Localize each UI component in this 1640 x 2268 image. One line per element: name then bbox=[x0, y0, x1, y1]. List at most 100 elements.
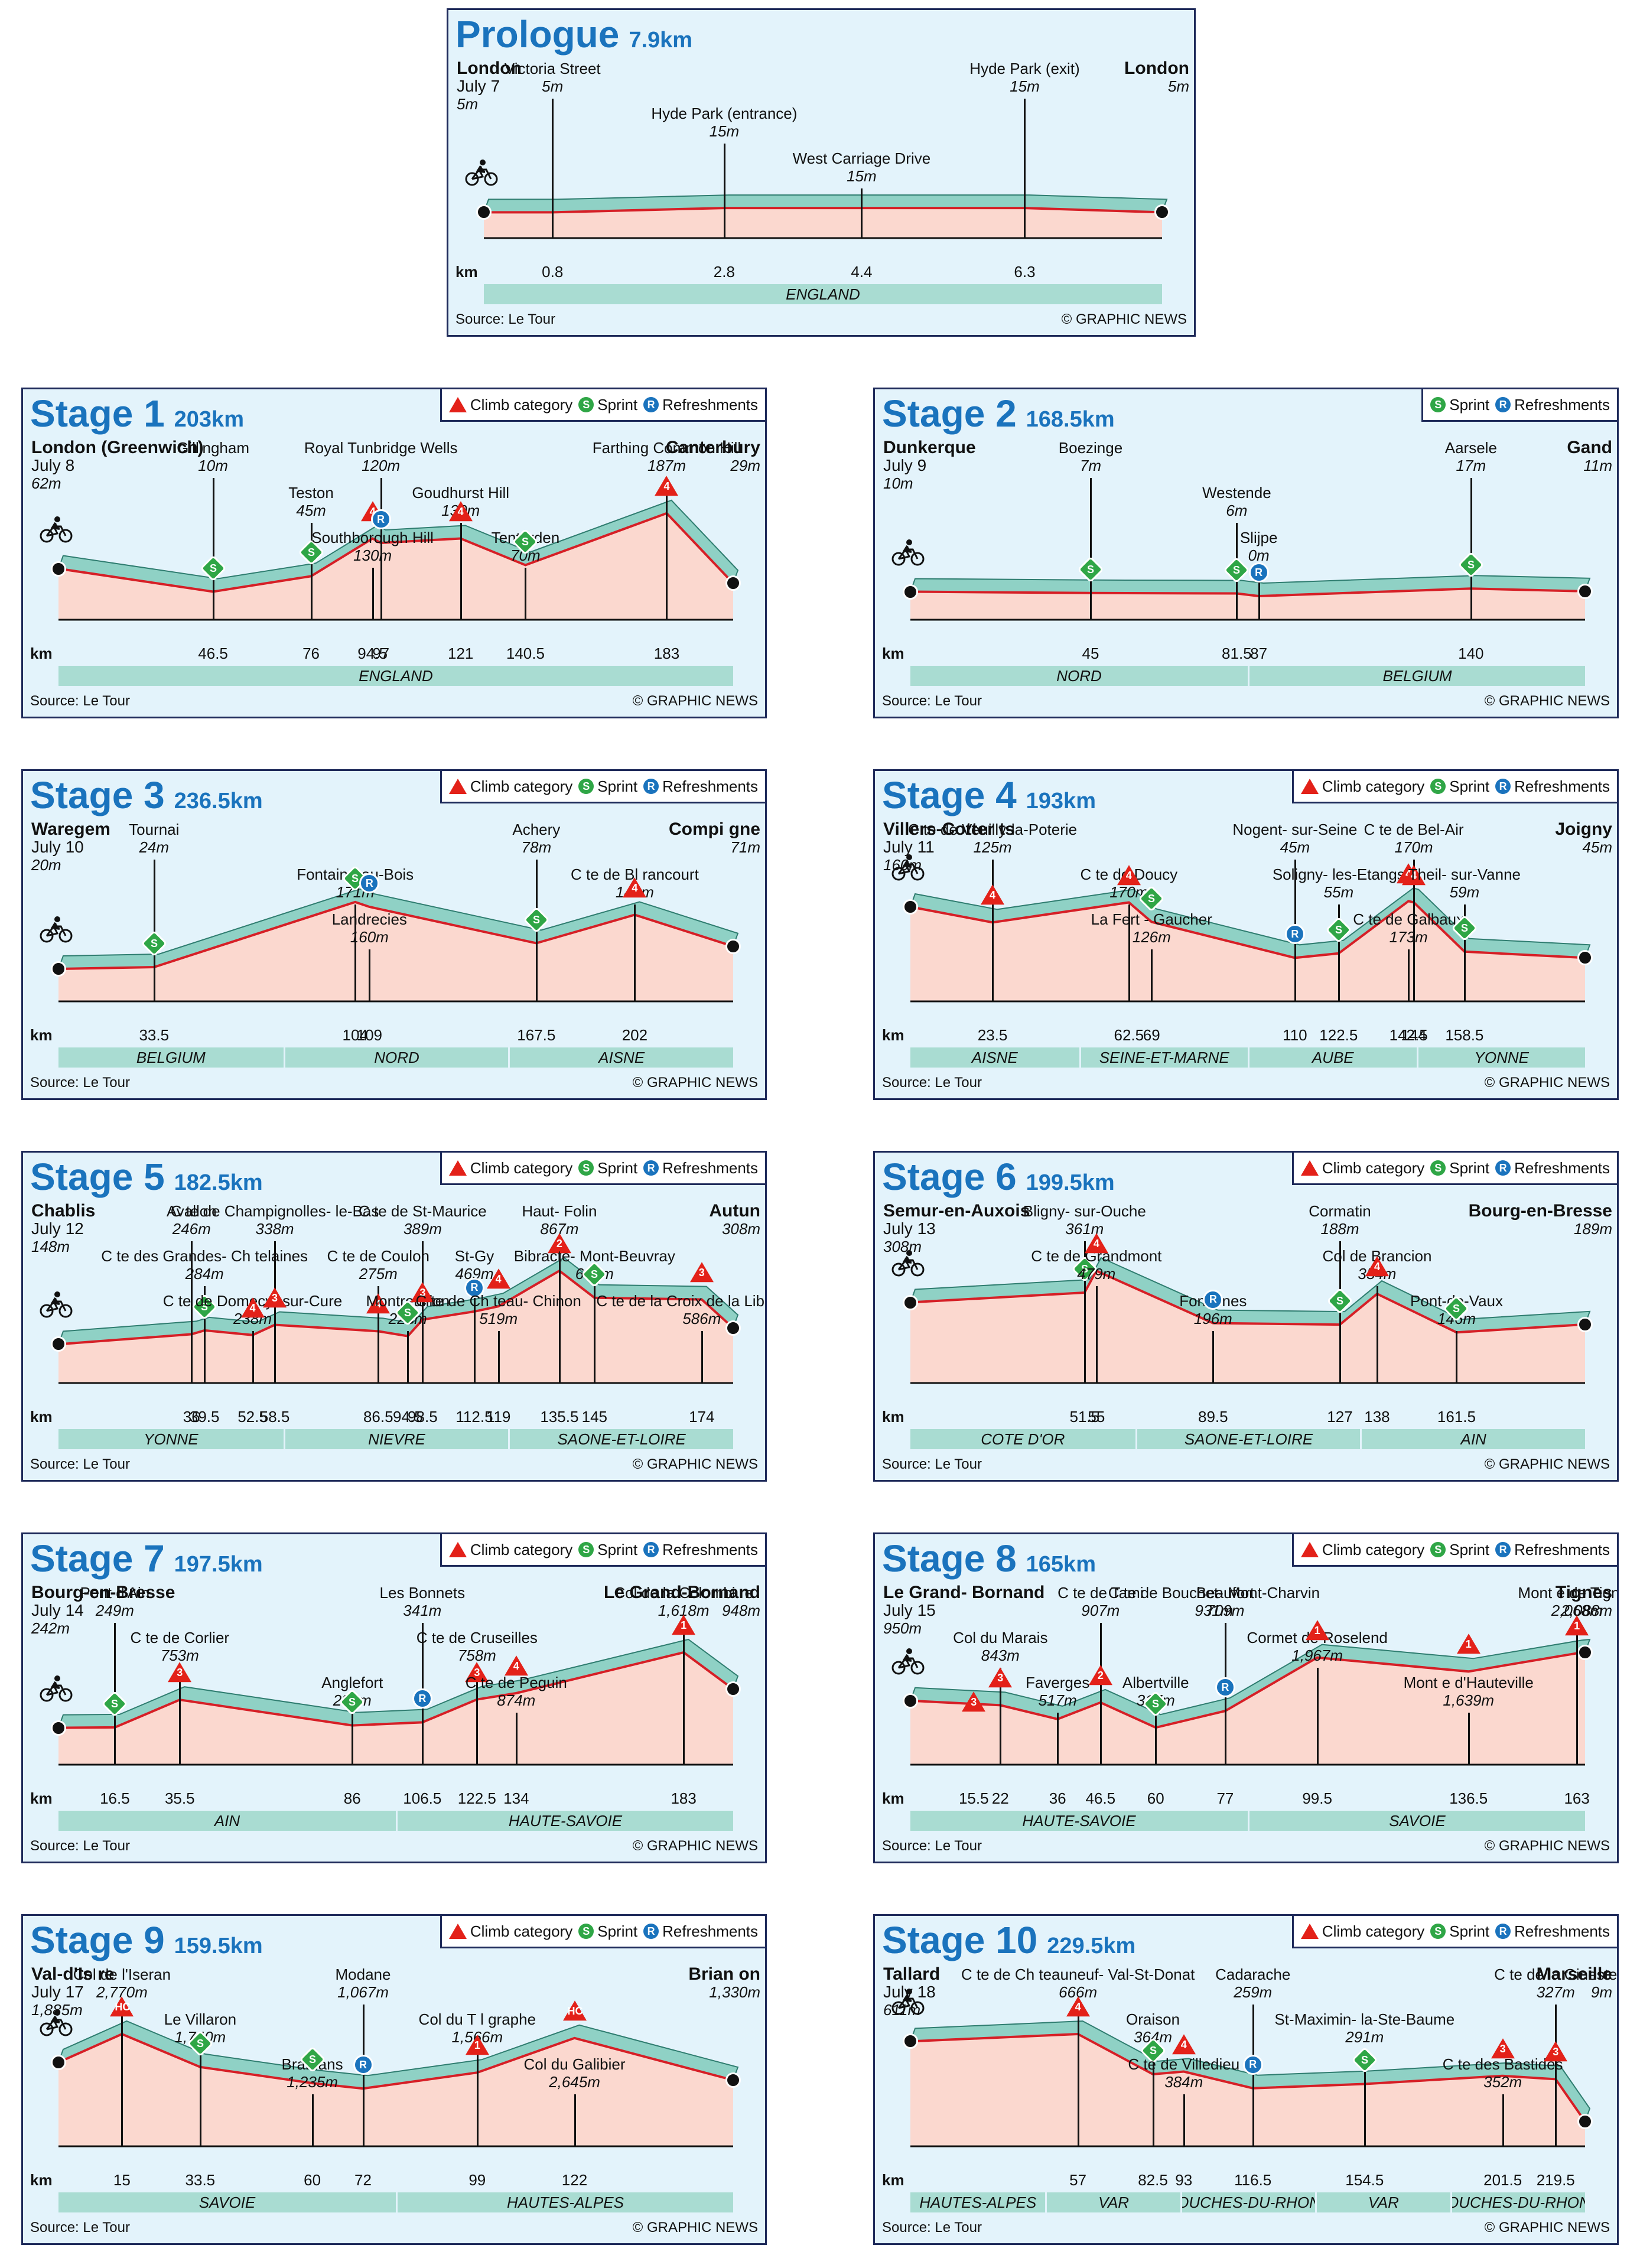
place-pole bbox=[354, 904, 357, 1001]
legend-label-climb: Climb category bbox=[1322, 1922, 1425, 1940]
legend: Climb category S Sprint R Refreshments bbox=[440, 1153, 765, 1185]
credit-note: © GRAPHIC NEWS bbox=[632, 2220, 758, 2236]
km-value: 201.5 bbox=[1483, 2171, 1522, 2189]
climb-category-icon: 3 bbox=[1491, 2038, 1515, 2058]
start-date: July 12 bbox=[31, 1219, 84, 1238]
place-height: 188m bbox=[1320, 1220, 1359, 1238]
place-height: 1,067m bbox=[337, 1983, 389, 2001]
place-name: C te des Grandes- Ch telaines bbox=[101, 1247, 308, 1265]
place-label: Landrecies 160m bbox=[332, 910, 407, 946]
km-value: 36 bbox=[183, 1408, 200, 1426]
finish-height: 71m bbox=[730, 838, 760, 856]
refreshment-icon: R bbox=[1248, 562, 1269, 583]
place-height: 338m bbox=[255, 1220, 294, 1238]
km-value: 89.5 bbox=[1198, 1408, 1228, 1426]
km-value: 97 bbox=[372, 645, 390, 662]
prologue-panel: Prologue 7.9km London July 7 5m London 5m Victo… bbox=[447, 8, 1196, 337]
stage-title: Stage 8 165km bbox=[882, 1537, 1096, 1580]
place-pole bbox=[212, 478, 214, 620]
climb-icon bbox=[448, 1160, 467, 1176]
finish-marker bbox=[725, 2072, 741, 2088]
place-pole bbox=[1338, 904, 1340, 1001]
climb-category-value: 1 bbox=[1574, 1620, 1580, 1632]
place-pole bbox=[515, 1713, 518, 1765]
place-name: Nogent- sur-Seine bbox=[1232, 821, 1358, 838]
place-pole bbox=[1463, 904, 1466, 1001]
place-name: West Carriage Drive bbox=[792, 149, 931, 167]
km-value: 57 bbox=[1069, 2171, 1087, 2189]
finish-name: London bbox=[1124, 58, 1189, 78]
climb-category-value: 4 bbox=[990, 889, 996, 902]
climb-category-value: 3 bbox=[177, 1667, 183, 1679]
credit-note: © GRAPHIC NEWS bbox=[1484, 1075, 1610, 1091]
place-height: 1,235m bbox=[287, 2073, 338, 2091]
place-height: 125m bbox=[973, 838, 1012, 856]
stage-distance: 203km bbox=[174, 407, 244, 432]
climb-category-value: 3 bbox=[997, 1672, 1004, 1684]
stage-name: Stage 5 bbox=[30, 1156, 165, 1198]
place-height: 249m bbox=[95, 1602, 134, 1619]
place-label: Col du Galibier 2,645m bbox=[524, 2055, 626, 2091]
place-name: Avallon bbox=[166, 1202, 217, 1220]
panel-stage-1: Stage 1 203km Climb category S Sprint R Refres… bbox=[21, 388, 767, 718]
place-pole bbox=[1152, 2049, 1154, 2146]
place-pole bbox=[1470, 478, 1472, 620]
climb-category-value: 3 bbox=[698, 1266, 705, 1278]
km-value: 122.5 bbox=[457, 1789, 496, 1807]
legend-item-sprint: S Sprint bbox=[1430, 1541, 1489, 1559]
place-height: 59m bbox=[1449, 883, 1480, 901]
place-label: Cormatin 188m bbox=[1309, 1202, 1371, 1238]
place-name: C te de Veuilly-la-Poterie bbox=[907, 821, 1078, 838]
sprint-icon-letter: S bbox=[1453, 1303, 1460, 1315]
place-label: Nogent- sur-Seine 45m bbox=[1232, 821, 1357, 856]
climb-category-icon: 3 bbox=[689, 1261, 714, 1282]
stage-name: Stage 4 bbox=[882, 774, 1017, 816]
place-height: 327m bbox=[1536, 1983, 1575, 2001]
place-height: 196m bbox=[1193, 1310, 1232, 1327]
place-label: Mont e d'Hauteville 1,639m bbox=[1404, 1674, 1534, 1709]
climb-category-value: 4 bbox=[495, 1273, 502, 1286]
climb-category-value: 4 bbox=[1180, 2038, 1187, 2051]
place-name: Teston bbox=[288, 484, 334, 502]
finish-marker bbox=[1577, 1316, 1593, 1332]
credit-note: © GRAPHIC NEWS bbox=[632, 1456, 758, 1472]
climb-category-value: 3 bbox=[272, 1291, 278, 1304]
place-name: Col du Galibier bbox=[523, 2055, 626, 2073]
place-height: 15m bbox=[1010, 77, 1040, 95]
place-label: Tenterden70m bbox=[492, 529, 560, 564]
refreshment-icon: R bbox=[643, 779, 659, 794]
source-note: Source: Le Tour bbox=[882, 1838, 982, 1854]
place-pole bbox=[1408, 949, 1410, 1001]
refreshment-icon: R bbox=[370, 509, 391, 529]
region-band: NORD bbox=[285, 1047, 509, 1068]
refreshment-icon: R bbox=[643, 1160, 659, 1176]
place-pole bbox=[552, 99, 554, 238]
place-pole bbox=[372, 568, 374, 620]
legend-item-refresh: R Refreshments bbox=[1495, 396, 1610, 414]
stage-name: Stage 3 bbox=[30, 774, 165, 816]
finish-marker bbox=[1577, 1645, 1593, 1660]
sprint-icon-letter: S bbox=[1467, 559, 1475, 571]
place-name: Southborough Hill bbox=[311, 529, 434, 546]
place-label: C te des Bastides 352m bbox=[1443, 2055, 1563, 2091]
legend-label-sprint: Sprint bbox=[597, 1159, 638, 1177]
stage-name: Prologue bbox=[455, 13, 620, 56]
climb-category-icon: 1 bbox=[1305, 1619, 1329, 1640]
place-height: 753m bbox=[160, 1647, 199, 1664]
climb-category-icon: 4 bbox=[486, 1268, 510, 1289]
panel-stage-10: Stage 10 229.5km Climb category S Sprint R Ref… bbox=[873, 1914, 1619, 2245]
climb-category-value: 1 bbox=[681, 1619, 687, 1632]
sprint-icon: S bbox=[1430, 1160, 1446, 1176]
source-note: Source: Le Tour bbox=[30, 1075, 130, 1091]
climb-category-value: 1 bbox=[474, 2039, 480, 2052]
climb-category-value: 4 bbox=[457, 505, 464, 518]
region-band: SAONE-ET-LOIRE bbox=[1137, 1429, 1361, 1449]
km-value: 127 bbox=[1327, 1408, 1353, 1426]
sprint-icon-letter: S bbox=[196, 2037, 204, 2049]
refreshment-icon: R bbox=[359, 873, 380, 893]
profile-area bbox=[58, 1652, 733, 1765]
km-value: 140 bbox=[1458, 645, 1484, 662]
region-band: AIN bbox=[1362, 1429, 1585, 1449]
place-label: C te de Ch teau- Chinon 519m bbox=[415, 1292, 581, 1327]
